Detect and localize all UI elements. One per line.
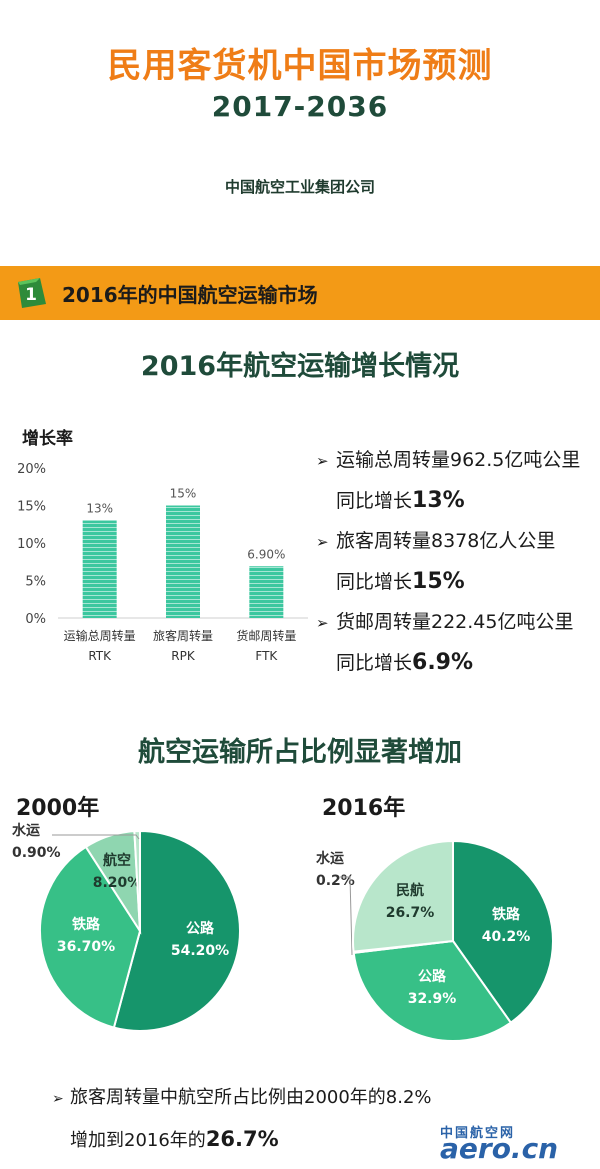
forecast-years: 2017-2036 [211, 90, 389, 123]
section-number-badge-icon: 1 [18, 278, 46, 308]
bullet-ftk: ➢ 货邮周转量222.45亿吨公里 [316, 602, 600, 643]
pie-label-value: 8.20% [93, 875, 142, 891]
pie-label-value: 32.9% [408, 991, 457, 1007]
pie-chart-2000: 公路 54.20% 铁路 36.70% 航空 8.20% 水运 0.90% [12, 822, 241, 1032]
x-tick-label: 旅客周转量 [153, 628, 213, 643]
pie-slice-1 [352, 939, 513, 1042]
pie-label-name: 铁路 [492, 906, 521, 923]
pie-charts: 公路 54.20% 铁路 36.70% 航空 8.20% 水运 0.90% 铁路 40.2% 公路… [12, 822, 554, 1042]
growth-heading: 2016年航空运输增长情况 [140, 351, 460, 382]
watermark-small: 中国航空网 [440, 1126, 516, 1141]
pie-label-name: 公路 [186, 920, 215, 937]
pie-leader-line [52, 834, 140, 840]
pie-label-value: 0.2% [316, 873, 355, 889]
bullet-value: 15% [412, 569, 465, 594]
bullet-ftk-growth: 同比增长6.9% [316, 643, 600, 683]
bottom-note-line2: 增加到2016年的26.7% [70, 1119, 432, 1161]
section-number: 1 [25, 285, 37, 305]
y-tick-label: 5% [25, 575, 46, 590]
bar-rtk [82, 520, 117, 618]
pie-label-value: 36.70% [57, 939, 115, 955]
bottom-note: ➢ 旅客周转量中航空所占比例由2000年的8.2% 增加到2016年的26.7% [52, 1078, 432, 1161]
bottom-note-line1: ➢ 旅客周转量中航空所占比例由2000年的8.2% [52, 1078, 432, 1119]
bottom-note-value: 26.7% [205, 1127, 279, 1151]
bar-data-label: 15% [170, 487, 197, 501]
y-tick-label: 10% [17, 537, 46, 552]
pie-label-value: 40.2% [482, 929, 531, 945]
pie-slice-3 [133, 829, 141, 932]
bullet-rpk-growth: 同比增长15% [316, 562, 600, 602]
chevron-right-icon: ➢ [316, 452, 329, 470]
bullet-text: 旅客周转量8378亿人公里 [336, 530, 556, 552]
bullet-rtk-growth: 同比增长13% [316, 481, 600, 521]
pie-slice-0 [452, 839, 554, 1025]
bullet-value: 13% [412, 488, 465, 513]
bullet-text: 货邮周转量222.45亿吨公里 [336, 611, 574, 633]
chart-ylabel: 增长率 [22, 428, 73, 449]
publisher: 中国航空工业集团公司 [224, 178, 375, 196]
pie-label-name: 民航 [396, 882, 424, 899]
chevron-right-icon: ➢ [316, 614, 329, 632]
pie-label-name: 水运 [12, 822, 40, 839]
share-heading: 航空运输所占比例显著增加 [138, 737, 462, 768]
watermark-logo: aero.cn [440, 1132, 559, 1165]
bar-data-label: 6.90% [247, 547, 285, 561]
section-title: 2016年的中国航空运输市场 [62, 283, 318, 307]
pie-label-name: 公路 [418, 968, 447, 985]
pie-label-value: 0.90% [12, 845, 61, 861]
bullet-rpk: ➢ 旅客周转量8378亿人公里 [316, 521, 600, 562]
y-tick-label: 15% [17, 500, 46, 515]
growth-bullets: ➢ 运输总周转量962.5亿吨公里 同比增长13% ➢ 旅客周转量8378亿人公里 … [316, 440, 600, 683]
pie-label-name: 航空 [103, 852, 131, 869]
pie-slice-3 [352, 839, 454, 953]
x-tick-code: RPK [171, 649, 196, 663]
bottom-note-text: 旅客周转量中航空所占比例由2000年的8.2% [70, 1087, 432, 1108]
bullet-prefix: 同比增长 [336, 652, 413, 674]
pie-label-value: 26.7% [386, 905, 435, 921]
y-tick-label: 20% [17, 462, 46, 477]
pie-label-value: 54.20% [171, 943, 229, 959]
pie-slice-0 [112, 829, 241, 1032]
bullet-rtk: ➢ 运输总周转量962.5亿吨公里 [316, 440, 600, 481]
pie-leader-line [340, 876, 353, 956]
bullet-text: 运输总周转量962.5亿吨公里 [336, 449, 581, 471]
bar-data-label: 13% [86, 502, 113, 516]
x-tick-code: FTK [255, 649, 278, 663]
pie-2016-title: 2016年 [322, 796, 406, 821]
pie-2000-title: 2000年 [16, 796, 100, 821]
pie-label-name: 水运 [316, 850, 344, 867]
bar-ftk [249, 566, 284, 618]
chevron-right-icon: ➢ [316, 533, 329, 551]
x-tick-label: 运输总周转量 [64, 628, 136, 643]
section-banner [0, 266, 600, 320]
bullet-value: 6.9% [412, 650, 474, 675]
x-tick-label: 货邮周转量 [236, 628, 296, 643]
bullet-prefix: 同比增长 [336, 490, 413, 512]
growth-bar-chart: 增长率 0% 5% 10% 15% 20% 13% 15% 6.90% 运输总周转量 RTK 旅… [17, 428, 308, 663]
bottom-note-prefix: 增加到2016年的 [70, 1130, 206, 1151]
pie-slice-1 [39, 845, 142, 1029]
x-tick-code: RTK [88, 649, 112, 663]
pie-chart-2016: 铁路 40.2% 公路 32.9% 水运 0.2% 民航 26.7% [316, 839, 554, 1042]
bar-rpk [166, 505, 200, 618]
chevron-right-icon: ➢ [52, 1091, 64, 1107]
bullet-prefix: 同比增长 [336, 571, 413, 593]
y-tick-label: 0% [25, 612, 46, 627]
pie-label-name: 铁路 [72, 916, 101, 933]
page-title: 民用客货机中国市场预测 [107, 46, 493, 86]
